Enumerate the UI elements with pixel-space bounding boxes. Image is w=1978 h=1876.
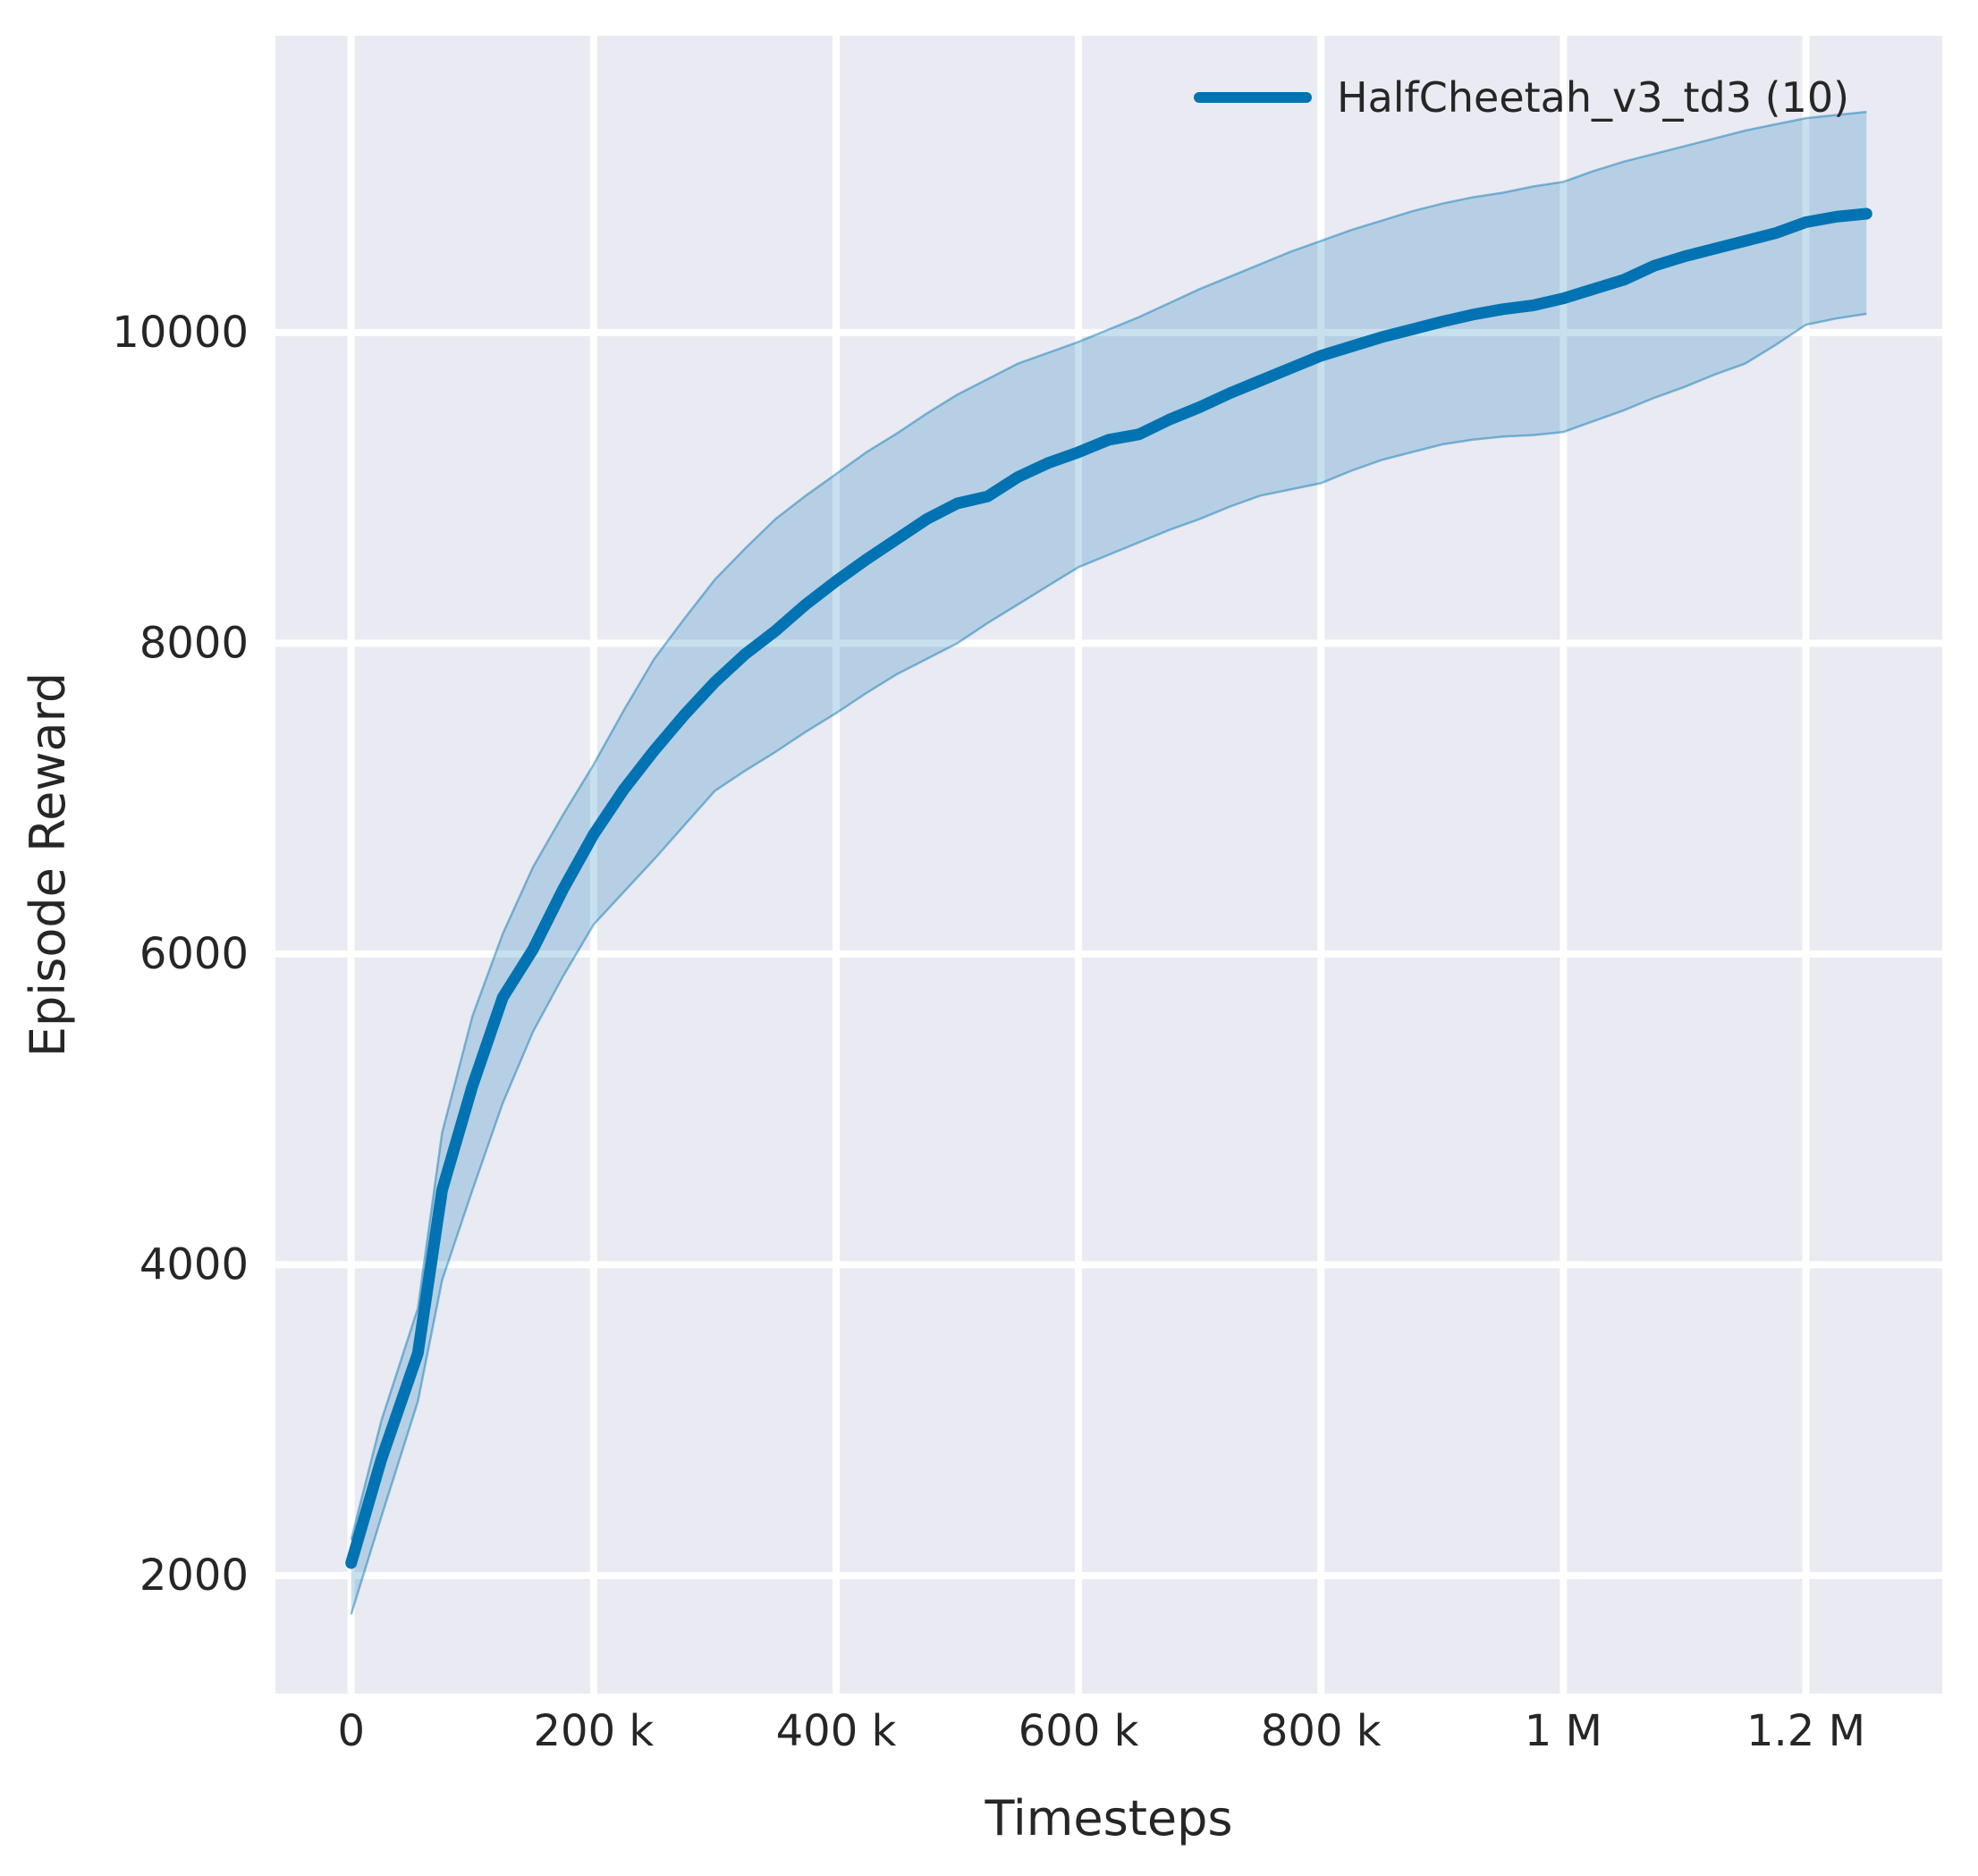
confidence-band [351, 112, 1867, 1615]
x-tick-label: 1.2 M [1746, 1706, 1865, 1756]
y-tick-label: 8000 [139, 618, 249, 668]
plot-area [275, 36, 1942, 1694]
x-tick-label: 600 k [1019, 1706, 1139, 1756]
mean-line [345, 207, 1872, 1569]
x-axis-label: Timesteps [984, 1790, 1232, 1846]
y-axis-label: Episode Reward [20, 672, 76, 1057]
x-tick-label: 800 k [1261, 1706, 1382, 1756]
confidence-band-lower-edge [350, 312, 1867, 1615]
x-tick-label: 1 M [1525, 1706, 1602, 1756]
y-tick-label: 2000 [139, 1551, 249, 1601]
x-tick-label: 400 k [776, 1706, 897, 1756]
y-tick-label: 6000 [139, 929, 249, 979]
y-tick-label: 10000 [112, 308, 249, 358]
confidence-band-upper-edge [350, 110, 1867, 1541]
x-tick-label: 200 k [534, 1706, 655, 1756]
y-tick-label: 4000 [139, 1239, 249, 1289]
x-tick-label: 0 [337, 1706, 365, 1756]
legend-label: HalfCheetah_v3_td3 (10) [1337, 73, 1849, 122]
